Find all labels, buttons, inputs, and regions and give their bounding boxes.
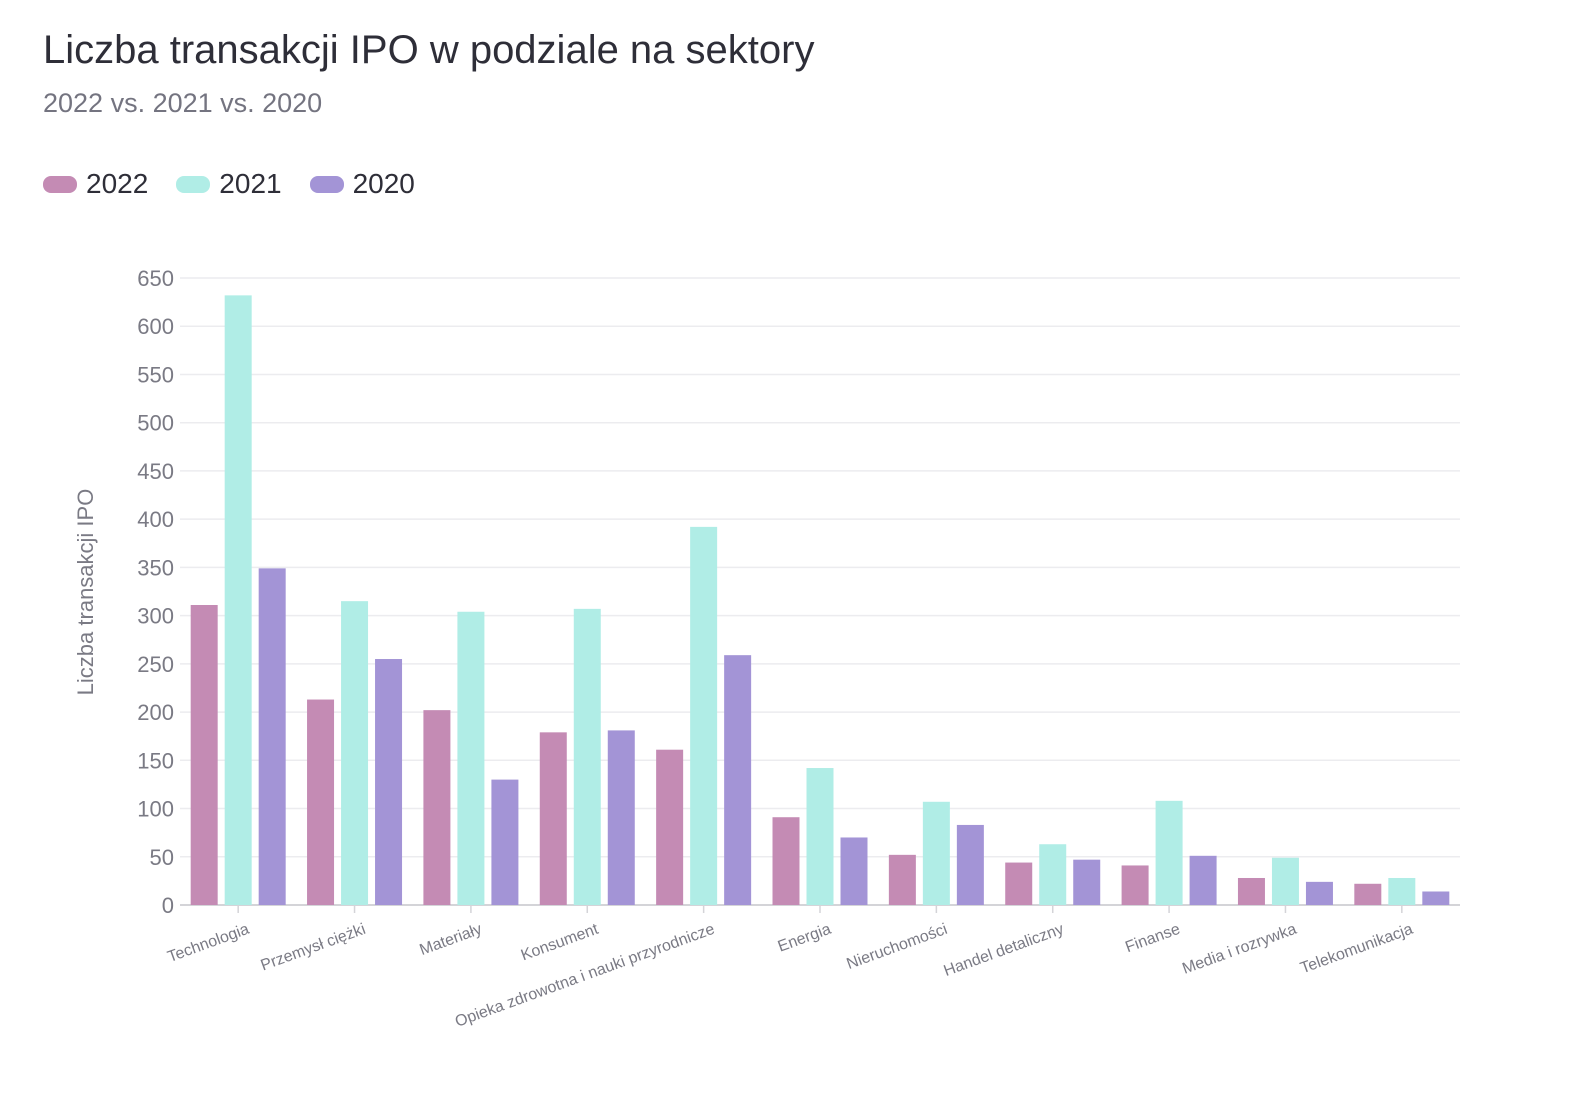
y-tick-label: 400: [137, 507, 174, 532]
bar-2020[interactable]: [375, 659, 403, 905]
y-tick-label: 350: [137, 555, 174, 580]
legend-label-2021: 2021: [219, 168, 282, 199]
bar-2022[interactable]: [1121, 865, 1149, 905]
bar-2020[interactable]: [607, 730, 635, 905]
y-tick-label: 0: [162, 893, 174, 918]
bar-2020[interactable]: [956, 824, 984, 905]
bar-2021[interactable]: [1155, 800, 1183, 905]
bar-2020[interactable]: [1189, 855, 1217, 905]
bar-2021[interactable]: [1271, 857, 1299, 905]
bar-2020[interactable]: [840, 837, 868, 905]
x-tick-label: Finanse: [1123, 921, 1182, 956]
bar-2020[interactable]: [1073, 859, 1101, 905]
y-tick-label: 50: [150, 845, 174, 870]
x-tick-label: Telekomunikacja: [1298, 921, 1415, 977]
bar-2021[interactable]: [1039, 844, 1067, 905]
legend-swatch-2020: [309, 175, 344, 193]
y-tick-label: 300: [137, 604, 174, 629]
bar-2021[interactable]: [690, 526, 718, 905]
y-axis-ticks: 0 50 100 150 200 250 300 350 400 450 500 550 600 650: [137, 266, 174, 918]
bar-2021[interactable]: [1388, 877, 1416, 905]
bar-2020[interactable]: [491, 779, 519, 905]
x-tick-label: Nieruchomości: [844, 921, 949, 973]
legend-item-2020[interactable]: 2020: [309, 168, 415, 200]
legend-item-2021[interactable]: 2021: [176, 168, 282, 200]
bar-2021[interactable]: [341, 601, 369, 905]
x-tick-label: Materiały: [417, 921, 484, 959]
legend-swatch-2022: [43, 175, 77, 193]
bar-2022[interactable]: [1237, 877, 1265, 905]
bars: [190, 295, 1450, 906]
x-tick-label: Konsument: [519, 921, 601, 965]
bar-2022[interactable]: [1354, 883, 1382, 905]
bar-2022[interactable]: [1005, 862, 1033, 905]
y-tick-label: 100: [137, 797, 174, 822]
bar-2022[interactable]: [656, 749, 684, 905]
y-axis-label: Liczba transakcji IPO: [73, 489, 98, 696]
bar-2021[interactable]: [224, 295, 252, 906]
x-tick-label: Technologia: [165, 921, 251, 966]
chart-legend: 2022 2021 2020: [43, 168, 443, 200]
legend-label-2022: 2022: [86, 168, 149, 199]
bar-2021[interactable]: [806, 768, 834, 905]
bar-2022[interactable]: [539, 732, 567, 905]
y-tick-label: 250: [137, 652, 174, 677]
y-tick-label: 200: [137, 700, 174, 725]
y-tick-label: 600: [137, 314, 174, 339]
chart-subtitle: 2022 vs. 2021 vs. 2020: [43, 88, 323, 118]
y-tick-label: 500: [137, 411, 174, 436]
x-tick-label: Energia: [776, 921, 834, 956]
bar-2022[interactable]: [772, 817, 800, 905]
bar-2022[interactable]: [307, 699, 335, 905]
bar-2020[interactable]: [1422, 891, 1450, 905]
legend-label-2020: 2020: [352, 168, 415, 199]
legend-swatch-2021: [176, 175, 211, 193]
x-tick-label: Przemysł ciężki: [259, 921, 368, 975]
bar-2021[interactable]: [457, 611, 485, 905]
bar-2021[interactable]: [922, 801, 950, 905]
chart-title: Liczba transakcji IPO w podziale na sekt…: [43, 28, 815, 72]
y-tick-label: 150: [137, 748, 174, 773]
bar-2020[interactable]: [1305, 881, 1333, 905]
bar-2021[interactable]: [573, 608, 601, 905]
legend-item-2022[interactable]: 2022: [43, 168, 148, 200]
bar-2020[interactable]: [724, 655, 752, 905]
bar-2022[interactable]: [423, 710, 451, 905]
bar-2022[interactable]: [888, 854, 916, 905]
bar-2022[interactable]: [190, 605, 218, 905]
y-tick-label: 650: [137, 266, 174, 291]
bar-2020[interactable]: [258, 568, 286, 905]
y-tick-label: 450: [137, 459, 174, 484]
x-tick-label: Media i rozrywka: [1180, 921, 1299, 978]
x-axis-ticks: Technologia Przemysł ciężki Materiały Konsu…: [165, 905, 1415, 1031]
y-tick-label: 550: [137, 362, 174, 387]
x-tick-label: Handel detaliczny: [942, 921, 1066, 980]
